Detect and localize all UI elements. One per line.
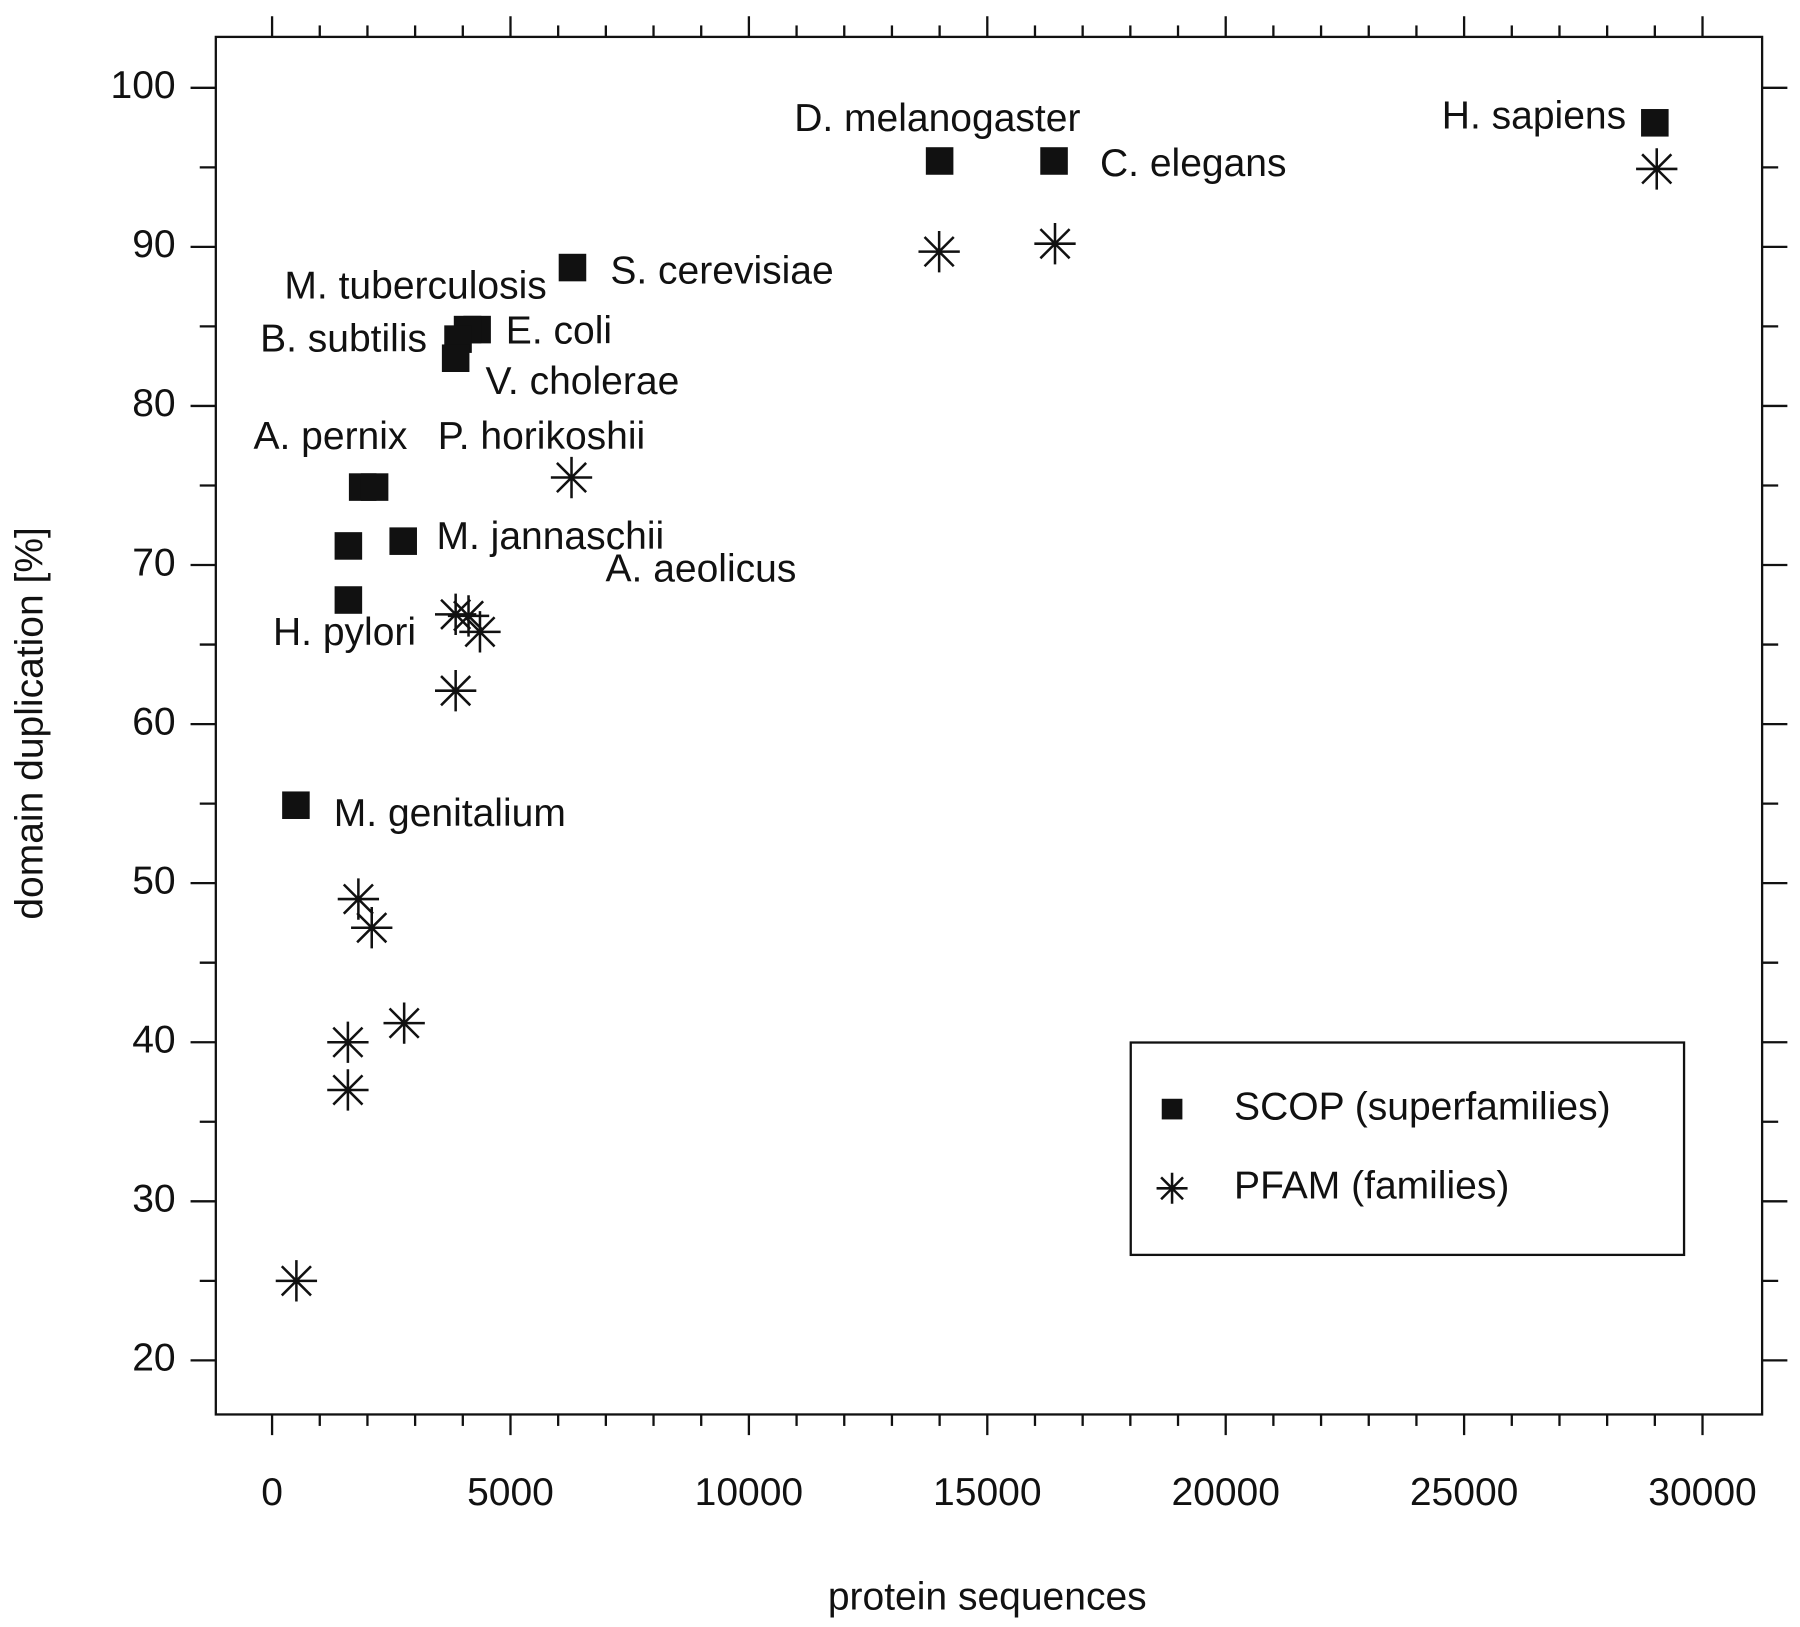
- x-tick-label: 10000: [695, 1471, 804, 1514]
- asterisk-marker: [327, 1069, 369, 1111]
- asterisk-marker: [275, 1260, 318, 1302]
- asterisk-marker: [447, 595, 490, 637]
- legend-label: SCOP (superfamilies): [1234, 1085, 1611, 1128]
- square-marker: [558, 253, 587, 282]
- asterisk-marker: [337, 878, 380, 920]
- x-tick-label: 30000: [1648, 1471, 1757, 1514]
- asterisk-marker: [1636, 148, 1678, 190]
- y-tick-label: 60: [132, 700, 175, 743]
- y-tick-label: 50: [132, 859, 175, 902]
- x-tick-label: 0: [261, 1471, 283, 1514]
- asterisk-marker: [918, 230, 960, 273]
- x-tick-label: 5000: [467, 1471, 554, 1514]
- y-tick-label: 40: [132, 1019, 175, 1062]
- y-tick-label: 20: [132, 1337, 175, 1380]
- point-label: M. genitalium: [334, 792, 566, 835]
- square-marker: [441, 344, 470, 373]
- y-tick-label: 90: [132, 223, 175, 266]
- point-label: M. jannaschii: [436, 515, 664, 558]
- square-marker: [1040, 147, 1068, 175]
- asterisk-marker: [550, 456, 593, 499]
- square-marker: [925, 147, 954, 175]
- asterisk-marker: [434, 670, 477, 712]
- x-tick-label: 25000: [1410, 1471, 1518, 1514]
- square-marker: [334, 532, 363, 560]
- point-label: D. melanogaster: [794, 97, 1080, 140]
- asterisk-marker: [1034, 223, 1076, 265]
- point-label: H. sapiens: [1442, 95, 1626, 138]
- square-marker: [282, 791, 310, 819]
- y-axis-label: domain duplication [%]: [8, 527, 51, 920]
- legend-label: PFAM (families): [1234, 1165, 1509, 1208]
- point-label: E. coli: [506, 309, 612, 352]
- point-label: A. aeolicus: [606, 547, 797, 590]
- asterisk-marker: [459, 611, 501, 653]
- legend-box: [1129, 1041, 1686, 1257]
- asterisk-marker: [351, 907, 393, 949]
- square-marker: [334, 586, 363, 614]
- y-tick-label: 100: [111, 64, 176, 107]
- point-label: P. horikoshii: [438, 415, 645, 458]
- point-label: C. elegans: [1100, 142, 1287, 185]
- legend-marker: [1161, 1098, 1183, 1120]
- square-marker: [1641, 109, 1669, 137]
- x-axis-label: protein sequences: [828, 1576, 1147, 1619]
- legend-marker: [1156, 1172, 1188, 1204]
- point-label: H. pylori: [273, 611, 416, 654]
- point-label: M. tuberculosis: [284, 265, 546, 308]
- asterisk-marker: [327, 1021, 369, 1063]
- point-label: S. cerevisiae: [610, 250, 833, 293]
- point-label: B. subtilis: [260, 318, 427, 361]
- y-tick-label: 30: [132, 1178, 175, 1221]
- x-tick-label: 15000: [933, 1471, 1042, 1514]
- asterisk-marker: [434, 593, 477, 635]
- x-tick-label: 20000: [1171, 1471, 1279, 1514]
- square-marker: [360, 473, 389, 501]
- square-marker: [389, 527, 417, 555]
- asterisk-marker: [383, 1002, 425, 1044]
- point-label: A. pernix: [253, 415, 407, 458]
- y-tick-label: 70: [132, 541, 175, 584]
- point-label: V. cholerae: [485, 360, 679, 403]
- plot-frame: [214, 35, 1764, 1416]
- y-tick-label: 80: [132, 382, 175, 425]
